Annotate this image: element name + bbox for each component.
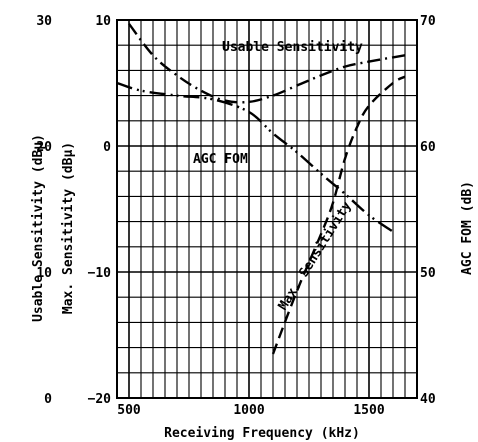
max-tick-label: 0 [103,140,111,155]
x-ticks: 500 1000 1500 [117,403,385,418]
label-usable-sensitivity: Usable Sensitivity [222,40,363,55]
series-usable-sensitivity [128,23,406,104]
plot-frame [116,19,418,399]
series-max-sensitivity [271,75,406,355]
label-agc-fom: AGC FOM [193,152,248,167]
agc-tick-label: 50 [420,266,436,281]
max-tick-label: −20 [88,392,112,407]
x-tick-label: 1500 [353,403,384,418]
max-tick-label: 10 [95,14,111,29]
max-tick-label: −10 [88,266,112,281]
grid-lines [117,19,418,399]
agc-tick-label: 60 [420,140,436,155]
usable-axis-label: Usable Sensitivity (dBμ) [31,134,46,322]
agc-tick-label: 70 [420,14,436,29]
usable-tick-label: 0 [44,392,52,407]
usable-tick-label: 20 [36,140,52,155]
x-axis-label: Receiving Frequency (kHz) [164,426,360,441]
label-max-sensitivity: Max. Sensitivity [276,199,355,313]
max-axis-label: Max. Sensitivity (dBμ) [61,142,76,314]
x-tick-label: 500 [117,403,141,418]
max-ticks: −20 −10 0 10 [88,14,112,407]
agc-tick-label: 40 [420,392,436,407]
usable-ticks: 0 10 20 30 [36,14,52,407]
agc-ticks: 40 50 60 70 [420,14,436,407]
usable-tick-label: 10 [36,266,52,281]
x-tick-label: 1000 [233,403,264,418]
series-lines [116,23,406,355]
agc-axis-label: AGC FOM (dB) [460,181,475,275]
usable-tick-label: 30 [36,14,52,29]
